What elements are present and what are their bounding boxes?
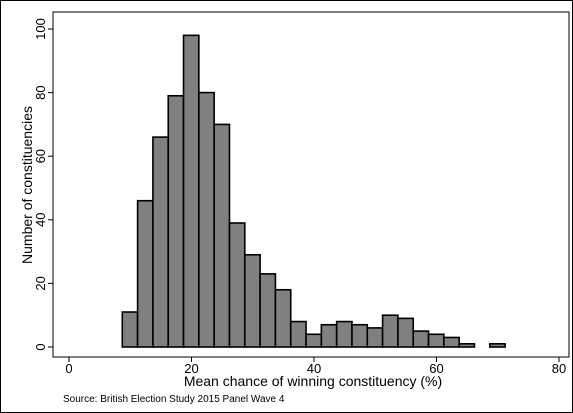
histogram-bar-4 (182, 34, 200, 348)
histogram-bar-13 (320, 323, 338, 348)
histogram-bar-1 (136, 199, 154, 348)
y-axis-title: Number of constituencies (19, 106, 35, 264)
histogram-bar-16 (366, 327, 384, 348)
axes-group: 0 20 40 60 80 100 0 20 40 60 80 (33, 18, 566, 376)
source-note: Source: British Election Study 2015 Pane… (63, 394, 285, 405)
x-axis-title: Mean chance of winning constituency (%) (184, 373, 442, 389)
x-tick-label-40: 40 (307, 361, 321, 376)
histogram-bar-10 (274, 288, 292, 348)
x-tick-label-0: 0 (65, 361, 72, 376)
histogram-bar-14 (335, 320, 353, 348)
histogram-bar-0 (121, 311, 139, 348)
y-tick-label-0: 0 (33, 343, 48, 350)
histogram-bar-3 (167, 94, 185, 348)
histogram-bar-19 (412, 330, 430, 348)
y-tick-label-60: 60 (33, 149, 48, 163)
histogram-bar-17 (381, 314, 399, 348)
x-tick-label-80: 80 (552, 361, 566, 376)
histogram-bar-8 (243, 253, 261, 348)
histogram-bar-18 (397, 317, 415, 348)
y-tick-label-100: 100 (33, 18, 48, 40)
histogram-bar-11 (289, 320, 307, 348)
histogram-bar-12 (305, 333, 323, 348)
histogram-bar-20 (427, 333, 445, 348)
y-tick-label-80: 80 (33, 85, 48, 99)
histogram-bar-24 (488, 343, 506, 348)
x-tick-label-20: 20 (184, 361, 198, 376)
histogram-bar-22 (458, 343, 476, 348)
y-tick-label-20: 20 (33, 276, 48, 290)
x-tick-label-60: 60 (429, 361, 443, 376)
y-tick-label-40: 40 (33, 213, 48, 227)
histogram-bar-9 (259, 273, 277, 348)
histogram-bar-6 (213, 123, 231, 348)
histogram-bar-5 (198, 91, 215, 348)
histogram-bar-21 (443, 336, 460, 348)
histogram-bar-7 (228, 222, 246, 348)
histogram-bar-2 (152, 136, 170, 348)
plot-region-border (52, 11, 570, 358)
bars-group (121, 34, 506, 348)
histogram-bar-15 (351, 323, 369, 348)
